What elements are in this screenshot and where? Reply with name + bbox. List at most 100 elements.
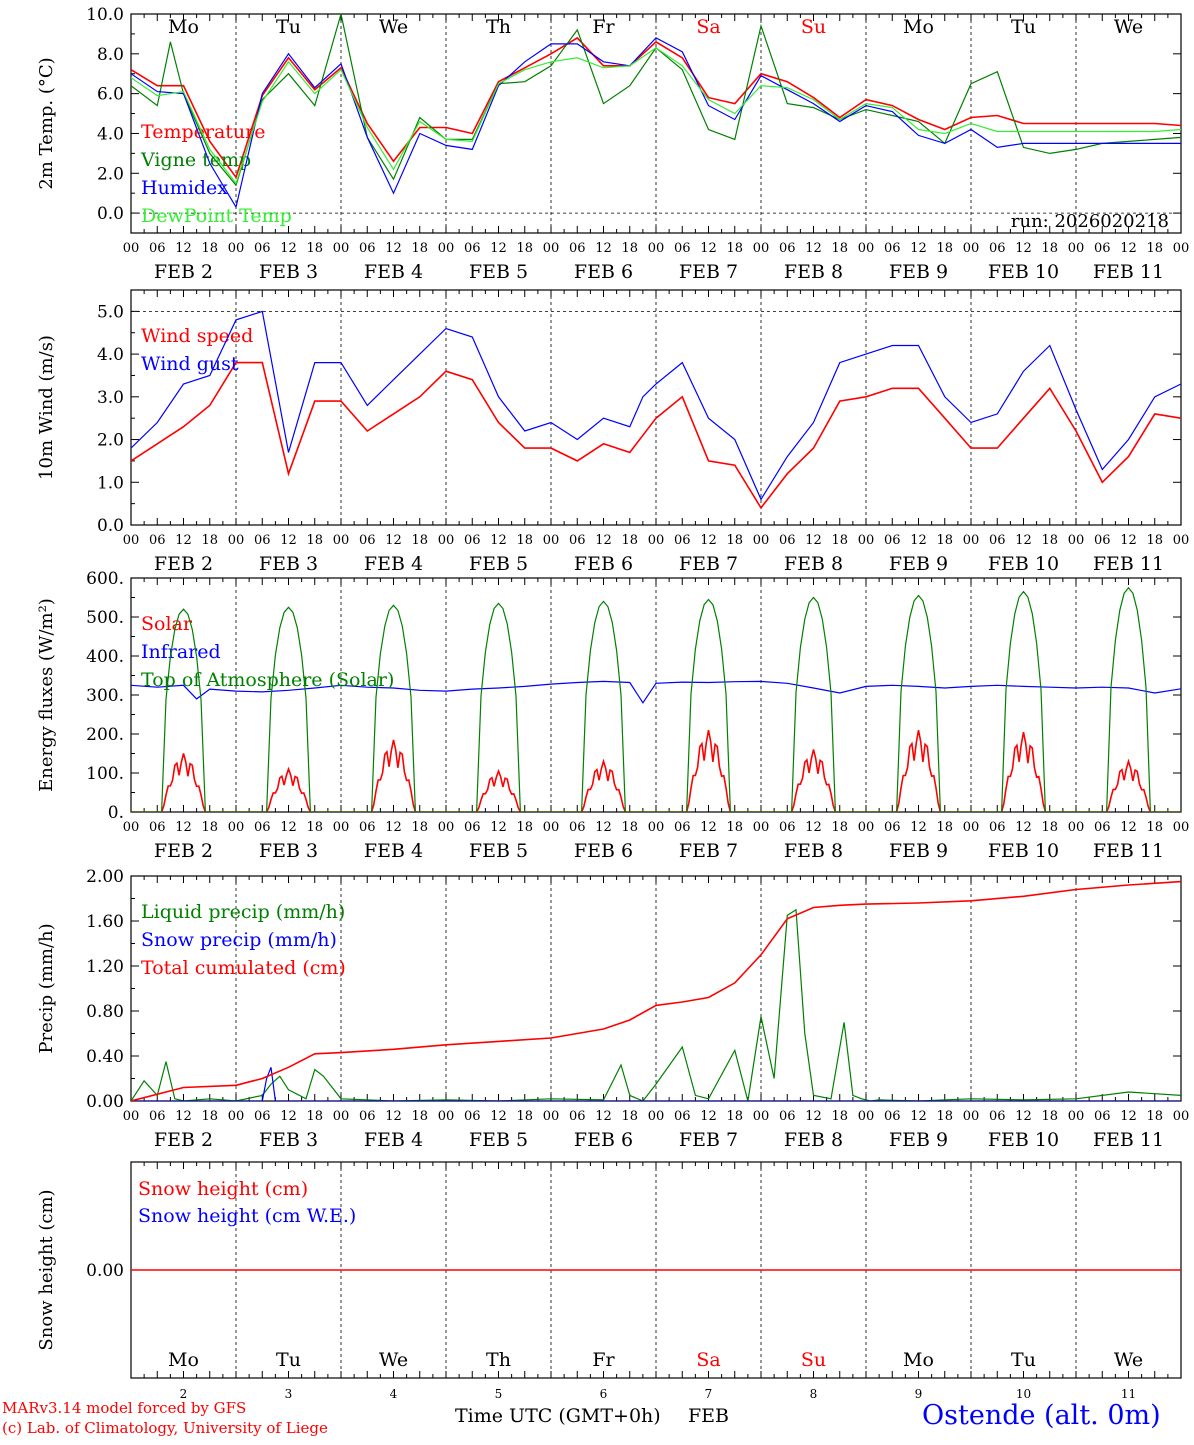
- hour-tick-label: 00: [123, 533, 140, 548]
- hour-tick-label: 18: [1041, 820, 1058, 835]
- hour-tick-label: 12: [595, 533, 612, 548]
- hour-tick-label: 06: [989, 241, 1006, 256]
- hour-tick-label: 06: [779, 1109, 796, 1124]
- hour-tick-label: 06: [569, 533, 586, 548]
- weekday-label: Mo: [168, 16, 199, 38]
- hour-tick-label: 12: [805, 820, 822, 835]
- hour-tick-label: 12: [490, 241, 507, 256]
- series-line: [131, 361, 1181, 510]
- date-label: FEB 8: [784, 261, 843, 283]
- hour-tick-label: 18: [936, 241, 953, 256]
- hour-tick-label: 00: [333, 241, 350, 256]
- hour-tick-label: 12: [700, 1109, 717, 1124]
- y-tick-label: 600.: [86, 569, 124, 589]
- hour-tick-label: 06: [464, 241, 481, 256]
- hour-tick-label: 18: [1041, 533, 1058, 548]
- y-tick-label: 400.: [86, 647, 124, 667]
- hour-tick-label: 12: [1120, 533, 1137, 548]
- hour-tick-label: 18: [726, 820, 743, 835]
- hour-tick-label: 06: [149, 241, 166, 256]
- hour-tick-label: 00: [648, 533, 665, 548]
- y-tick-label: 2.00: [86, 867, 124, 887]
- legend-entry: Vigne temp: [140, 149, 251, 171]
- y-tick-label: 0.: [108, 803, 124, 823]
- date-label: FEB 3: [259, 840, 318, 862]
- hour-tick-label: 06: [464, 533, 481, 548]
- hour-tick-label: 00: [753, 533, 770, 548]
- legend-entry: Humidex: [141, 177, 228, 199]
- hour-tick-label: 06: [779, 241, 796, 256]
- series-line: [131, 37, 1181, 209]
- y-tick-label: 300.: [86, 686, 124, 706]
- hour-tick-label: 00: [438, 820, 455, 835]
- hour-tick-label: 18: [831, 1109, 848, 1124]
- hour-tick-label: 12: [1120, 241, 1137, 256]
- hour-tick-label: 00: [1173, 241, 1190, 256]
- hour-tick-label: 06: [674, 241, 691, 256]
- hour-tick-label: 12: [175, 241, 192, 256]
- hour-tick-label: 12: [910, 533, 927, 548]
- hour-tick-label: 18: [1146, 1109, 1163, 1124]
- series-line: [131, 1067, 1181, 1101]
- hour-tick-label: 06: [674, 1109, 691, 1124]
- day-number-label: 7: [705, 1387, 713, 1401]
- day-number-label: 2: [180, 1387, 188, 1401]
- hour-tick-label: 06: [989, 533, 1006, 548]
- hour-tick-label: 18: [726, 241, 743, 256]
- weekday-label: We: [379, 1349, 408, 1371]
- day-number-label: 6: [600, 1387, 608, 1401]
- hour-tick-label: 18: [726, 1109, 743, 1124]
- y-axis-label: Energy fluxes (W/m²): [36, 598, 57, 792]
- legend-entry: Top of Atmosphere (Solar): [141, 669, 394, 691]
- hour-tick-label: 00: [963, 533, 980, 548]
- hour-tick-label: 00: [1068, 241, 1085, 256]
- hour-tick-label: 18: [516, 241, 533, 256]
- date-label: FEB 4: [364, 1129, 423, 1151]
- hour-tick-label: 00: [1068, 533, 1085, 548]
- date-label: FEB 6: [574, 1129, 633, 1151]
- hour-tick-label: 00: [438, 1109, 455, 1124]
- hour-tick-label: 18: [621, 241, 638, 256]
- date-label: FEB 4: [364, 840, 423, 862]
- weekday-label: Th: [486, 16, 511, 38]
- y-tick-label: 100.: [86, 764, 124, 784]
- hour-tick-label: 18: [201, 1109, 218, 1124]
- day-number-label: 10: [1016, 1387, 1031, 1401]
- hour-tick-label: 12: [1015, 241, 1032, 256]
- hour-tick-label: 18: [201, 820, 218, 835]
- hour-tick-label: 12: [595, 241, 612, 256]
- date-label: FEB 5: [469, 1129, 528, 1151]
- hour-tick-label: 12: [700, 533, 717, 548]
- legend-entry: Temperature: [141, 121, 265, 143]
- hour-tick-label: 00: [963, 241, 980, 256]
- hour-tick-label: 06: [254, 820, 271, 835]
- panel-2: 0.0 1.0 2.0 3.0 4.0 5.0 10m Wind (m/s) 00 06 12 18…: [36, 289, 1189, 575]
- hour-tick-label: 00: [123, 1109, 140, 1124]
- hour-tick-label: 00: [123, 241, 140, 256]
- day-number-label: 9: [915, 1387, 923, 1401]
- hour-tick-label: 12: [1015, 820, 1032, 835]
- hour-tick-label: 00: [543, 241, 560, 256]
- weekday-label: Sa: [696, 16, 720, 38]
- date-label: FEB 10: [988, 553, 1059, 575]
- series-line: [131, 586, 1181, 812]
- y-tick-label: 2.0: [97, 164, 124, 184]
- hour-tick-label: 12: [175, 533, 192, 548]
- copyright-credit: (c) Lab. of Climatology, University of L…: [2, 1419, 328, 1437]
- station-name: Ostende (alt. 0m): [922, 1400, 1161, 1431]
- weekday-label: Tu: [276, 16, 301, 38]
- y-tick-label: 1.60: [86, 912, 124, 932]
- hour-tick-label: 06: [674, 820, 691, 835]
- hour-tick-label: 18: [306, 820, 323, 835]
- hour-tick-label: 06: [464, 820, 481, 835]
- x-axis-month: FEB: [688, 1405, 730, 1427]
- hour-tick-label: 06: [674, 533, 691, 548]
- y-tick-label: 5.0: [97, 302, 124, 322]
- hour-tick-label: 00: [858, 820, 875, 835]
- date-label: FEB 10: [988, 1129, 1059, 1151]
- hour-tick-label: 00: [543, 1109, 560, 1124]
- hour-tick-label: 00: [438, 241, 455, 256]
- hour-tick-label: 12: [175, 1109, 192, 1124]
